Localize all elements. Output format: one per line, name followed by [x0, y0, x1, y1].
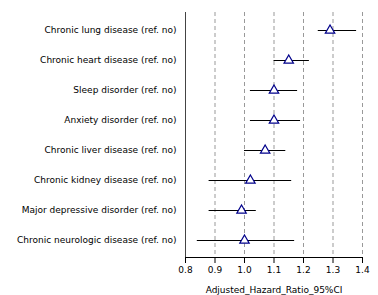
- svg-text:Adjusted_Hazard_Ratio_95%CI: Adjusted_Hazard_Ratio_95%CI: [206, 285, 343, 295]
- svg-text:Anxiety disorder (ref. no): Anxiety disorder (ref. no): [64, 115, 176, 125]
- svg-text:1.1: 1.1: [267, 265, 281, 275]
- svg-text:Chronic neurologic disease (re: Chronic neurologic disease (ref. no): [17, 235, 177, 245]
- svg-text:Chronic heart disease (ref. no: Chronic heart disease (ref. no): [40, 55, 176, 65]
- svg-text:Chronic kidney disease (ref. n: Chronic kidney disease (ref. no): [34, 175, 176, 185]
- svg-text:1.3: 1.3: [326, 265, 340, 275]
- svg-text:Chronic liver disease (ref. no: Chronic liver disease (ref. no): [45, 145, 177, 155]
- svg-text:0.8: 0.8: [178, 265, 193, 275]
- svg-text:Major depressive disorder (ref: Major depressive disorder (ref. no): [22, 205, 177, 215]
- svg-text:Sleep disorder (ref. no): Sleep disorder (ref. no): [73, 85, 176, 95]
- svg-text:1.2: 1.2: [296, 265, 310, 275]
- svg-text:0.9: 0.9: [208, 265, 223, 275]
- svg-text:1.0: 1.0: [237, 265, 252, 275]
- svg-text:Chronic lung disease (ref. no): Chronic lung disease (ref. no): [44, 25, 176, 35]
- svg-text:1.4: 1.4: [355, 265, 370, 275]
